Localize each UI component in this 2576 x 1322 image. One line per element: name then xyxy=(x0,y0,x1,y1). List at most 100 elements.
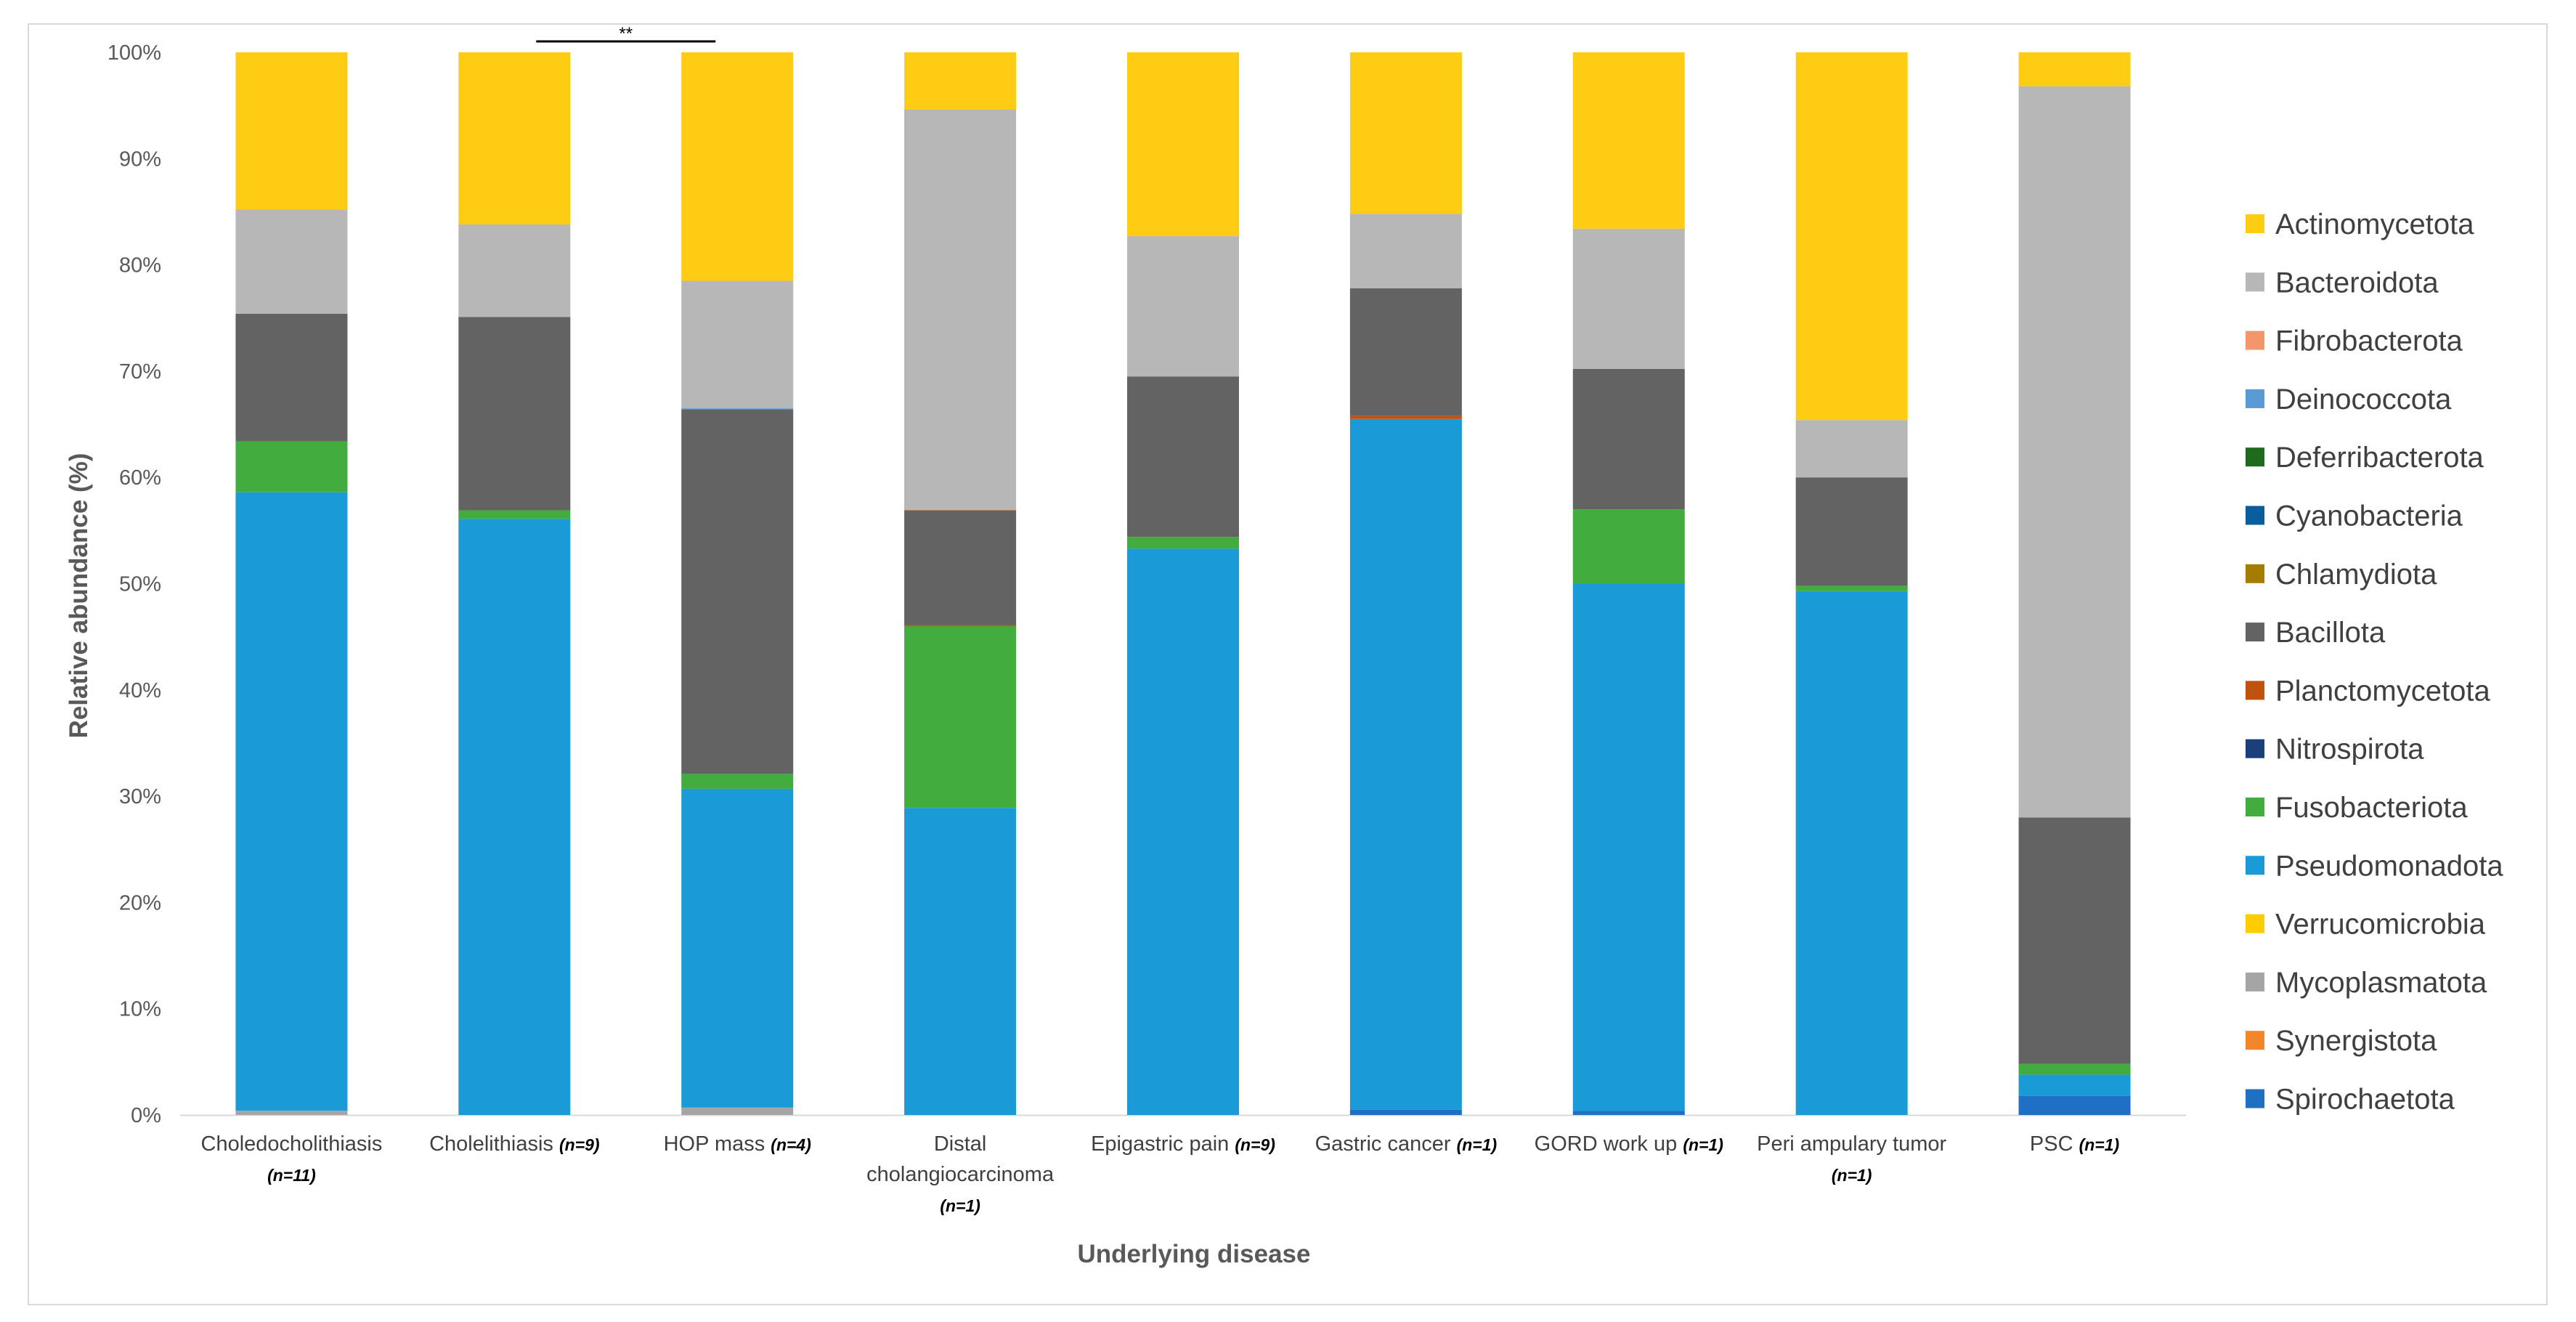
legend-item: Fibrobacterota xyxy=(2246,325,2463,357)
bar-segment xyxy=(1127,548,1239,1115)
bar-segment xyxy=(1127,236,1239,377)
legend-item: Nitrospirota xyxy=(2246,734,2424,766)
category-n: (n=1) xyxy=(1683,1135,1723,1154)
bar-segment xyxy=(904,510,1017,625)
category-n: (n=1) xyxy=(1832,1166,1872,1185)
category-n: (n=1) xyxy=(940,1196,980,1215)
y-tick-label: 70% xyxy=(119,360,161,384)
legend-label: Bacteroidota xyxy=(2275,267,2439,299)
bar-segment xyxy=(681,1107,794,1115)
category-name: PSC (n=1) xyxy=(2030,1132,2119,1156)
bar-stack xyxy=(1349,52,1462,1115)
bar-segment xyxy=(1795,477,1908,586)
bar-segment xyxy=(904,808,1017,1115)
bar-stack xyxy=(1795,52,1908,1115)
y-tick-label: 20% xyxy=(119,891,161,915)
category-name: cholangiocarcinoma xyxy=(866,1163,1055,1186)
legend-swatch xyxy=(2246,1089,2264,1108)
legend-item: Spirochaetota xyxy=(2246,1084,2455,1116)
category-name: HOP mass (n=4) xyxy=(664,1132,811,1156)
category-n: (n=9) xyxy=(559,1135,600,1154)
legend-label: Deferribacterota xyxy=(2275,442,2484,474)
legend-swatch xyxy=(2246,389,2264,408)
bar-segment xyxy=(235,441,348,492)
legend-swatch xyxy=(2246,272,2264,292)
bar-segment xyxy=(1572,583,1685,1111)
bar-segment xyxy=(1795,420,1908,478)
bar-segment xyxy=(904,52,1017,110)
legend-swatch xyxy=(2246,681,2264,700)
category-label: PSC (n=1) xyxy=(2030,1132,2119,1156)
bar-segment xyxy=(1572,509,1685,584)
y-tick-label: 80% xyxy=(119,254,161,277)
legend-label: Fusobacteriota xyxy=(2275,792,2468,824)
legend: Actinomycetota Bacteroidota Fibrobacterota… xyxy=(2246,208,2503,1116)
legend-label: Nitrospirota xyxy=(2275,734,2424,766)
x-axis: Choledocholithiasis (n=11) Cholelithiasis … xyxy=(201,1132,2120,1215)
legend-swatch xyxy=(2246,856,2264,875)
legend-swatch xyxy=(2246,564,2264,583)
legend-swatch xyxy=(2246,972,2264,992)
bar-segment xyxy=(681,408,794,410)
legend-item: Planctomycetota xyxy=(2246,675,2490,707)
annotations: ** xyxy=(536,24,716,44)
y-tick-label: 90% xyxy=(119,147,161,171)
category-label: Distal cholangiocarcinoma (n=1) xyxy=(866,1132,1055,1215)
legend-item: Chlamydiota xyxy=(2246,559,2437,591)
bar-segment xyxy=(235,52,348,210)
legend-swatch xyxy=(2246,447,2264,467)
bar-stack xyxy=(235,52,348,1115)
category-n: (n=1) xyxy=(2079,1135,2120,1154)
legend-swatch xyxy=(2246,214,2264,233)
bar-segment xyxy=(1127,537,1239,549)
bar-segment xyxy=(2018,817,2131,1064)
category-name: Gastric cancer (n=1) xyxy=(1315,1132,1498,1156)
legend-label: Planctomycetota xyxy=(2275,675,2490,707)
bar-segment xyxy=(904,625,1017,627)
category-name: Cholelithiasis (n=9) xyxy=(429,1132,600,1156)
category-name: Epigastric pain (n=9) xyxy=(1091,1132,1275,1156)
bar-segment xyxy=(458,510,571,519)
legend-swatch xyxy=(2246,1031,2264,1050)
bar-segment xyxy=(458,317,571,511)
legend-swatch xyxy=(2246,506,2264,525)
category-label: Epigastric pain (n=9) xyxy=(1091,1132,1275,1156)
legend-label: Synergistota xyxy=(2275,1025,2437,1057)
legend-swatch xyxy=(2246,330,2264,350)
bar-segment xyxy=(235,492,348,1111)
bar-stack xyxy=(2018,52,2131,1115)
y-tick-label: 0% xyxy=(131,1104,161,1127)
category-name-text: Cholelithiasis xyxy=(429,1132,559,1156)
category-name: GORD work up (n=1) xyxy=(1535,1132,1723,1156)
category-name-text: GORD work up xyxy=(1535,1132,1683,1156)
y-tick-label: 60% xyxy=(119,466,161,490)
legend-label: Bacillota xyxy=(2275,617,2386,649)
legend-item: Deinococcota xyxy=(2246,384,2452,415)
y-axis: 0% 10% 20% 30% 40% 50% 60% 70% 80% 90% 100% xyxy=(107,41,161,1127)
bar-stack xyxy=(681,52,794,1115)
bar-segment xyxy=(1572,1111,1685,1115)
bar-segment xyxy=(1349,415,1462,419)
category-label: HOP mass (n=4) xyxy=(664,1132,811,1156)
bar-segment xyxy=(1127,376,1239,538)
legend-swatch xyxy=(2246,798,2264,816)
bar-segment xyxy=(235,313,348,442)
legend-item: Fusobacteriota xyxy=(2246,792,2468,824)
y-tick-label: 50% xyxy=(119,573,161,596)
legend-item: Pseudomonadota xyxy=(2246,850,2503,882)
legend-item: Bacillota xyxy=(2246,617,2386,649)
bar-segment xyxy=(1349,1109,1462,1115)
bar-segment xyxy=(458,224,571,317)
legend-item: Cyanobacteria xyxy=(2246,500,2463,532)
y-tick-label: 30% xyxy=(119,785,161,808)
bar-segment xyxy=(681,788,794,1108)
bar-segment xyxy=(1795,585,1908,591)
bar-segment xyxy=(904,626,1017,808)
bar-segment xyxy=(1349,288,1462,416)
bar-segment xyxy=(1795,52,1908,421)
legend-label: Actinomycetota xyxy=(2275,208,2474,240)
legend-label: Deinococcota xyxy=(2275,384,2452,415)
legend-swatch xyxy=(2246,739,2264,758)
category-name: Choledocholithiasis xyxy=(201,1132,383,1156)
